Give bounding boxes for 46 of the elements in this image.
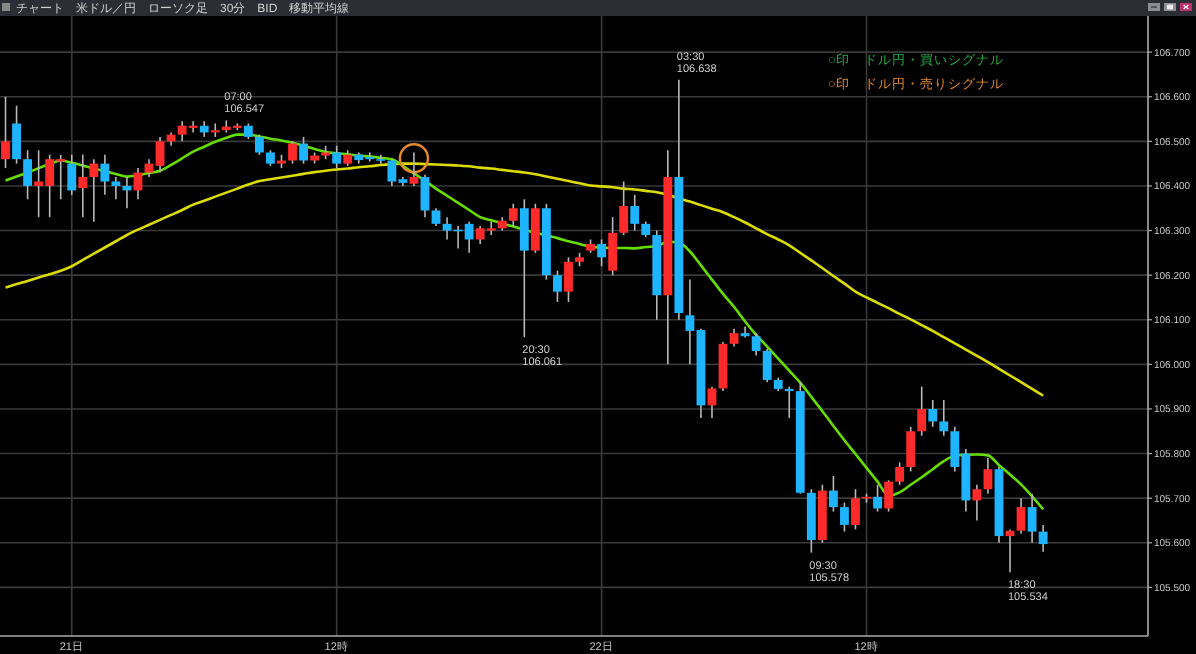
candlestick [1038,524,1048,553]
candlestick [619,180,629,236]
candlestick [100,153,110,196]
candlestick [376,153,386,165]
candlestick [884,479,894,513]
candlestick [895,461,905,486]
candlestick [508,202,518,227]
candlestick [806,488,816,554]
candlestick [89,158,99,223]
candlestick [840,501,849,533]
candlestick [740,325,750,339]
candlestick [906,426,916,473]
candlestick [972,483,982,522]
candlestick [1,95,10,169]
candlestick [784,385,794,419]
candlestick [828,475,838,513]
candlestick [917,385,927,437]
candlestick [928,399,938,428]
candlestick [630,194,640,232]
candlestick [1016,497,1026,535]
candlestick [564,256,573,303]
candlestick [288,140,297,165]
candlestick [332,145,342,169]
candlestick [409,151,419,187]
candlestick [983,457,993,495]
candlestick [530,202,540,254]
candlestick [873,483,882,513]
candlestick [299,136,308,165]
candlestick [519,198,529,338]
candlestick [111,176,121,201]
candlestick [851,488,860,531]
candlestick [608,216,618,276]
candlestick [1027,492,1037,544]
candlestick [67,153,77,196]
candlestick [78,153,88,218]
candlestick [939,399,949,437]
candlestick [762,347,772,383]
candlestick [254,133,264,156]
candlestick [23,149,33,201]
candlestick [210,122,220,138]
candlestick [707,385,717,419]
line-series [4,133,1045,511]
candlestick [553,269,562,303]
candlestick [12,104,21,165]
candlestick [751,332,761,357]
candlestick [597,238,607,268]
